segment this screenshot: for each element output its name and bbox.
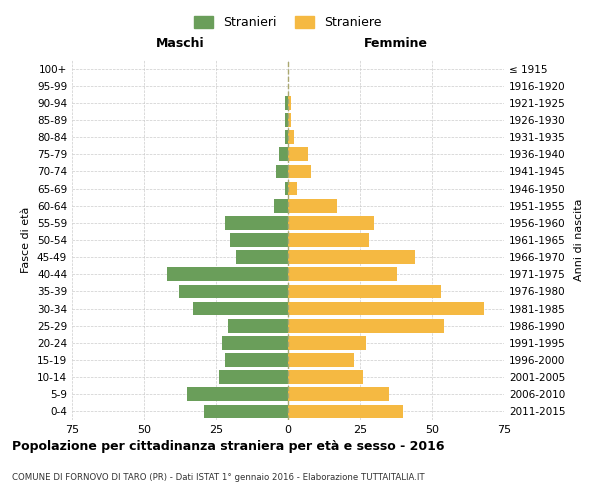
Bar [280,148,288,161]
Bar [288,164,311,178]
Bar [288,268,397,281]
Bar [219,370,288,384]
Bar [288,199,337,212]
Text: COMUNE DI FORNOVO DI TARO (PR) - Dati ISTAT 1° gennaio 2016 - Elaborazione TUTTA: COMUNE DI FORNOVO DI TARO (PR) - Dati IS… [12,473,425,482]
Bar [230,233,288,247]
Bar [288,388,389,401]
Bar [288,233,368,247]
Y-axis label: Fasce di età: Fasce di età [22,207,31,273]
Bar [288,404,403,418]
Bar [224,216,288,230]
Bar [285,182,288,196]
Bar [288,96,291,110]
Bar [167,268,288,281]
Bar [285,113,288,127]
Bar [288,319,443,332]
Bar [285,96,288,110]
Bar [193,302,288,316]
Bar [222,336,288,349]
Bar [285,130,288,144]
Text: Femmine: Femmine [364,36,428,50]
Bar [288,284,440,298]
Bar [288,302,484,316]
Bar [288,182,296,196]
Legend: Stranieri, Straniere: Stranieri, Straniere [190,11,386,34]
Bar [288,370,363,384]
Bar [277,164,288,178]
Bar [288,353,354,367]
Bar [224,353,288,367]
Bar [274,199,288,212]
Bar [288,130,294,144]
Bar [288,148,308,161]
Text: Maschi: Maschi [155,36,205,50]
Bar [236,250,288,264]
Y-axis label: Anni di nascita: Anni di nascita [574,198,584,281]
Bar [288,336,366,349]
Bar [205,404,288,418]
Bar [288,113,291,127]
Bar [288,250,415,264]
Bar [187,388,288,401]
Text: Popolazione per cittadinanza straniera per età e sesso - 2016: Popolazione per cittadinanza straniera p… [12,440,445,453]
Bar [288,216,374,230]
Bar [179,284,288,298]
Bar [227,319,288,332]
